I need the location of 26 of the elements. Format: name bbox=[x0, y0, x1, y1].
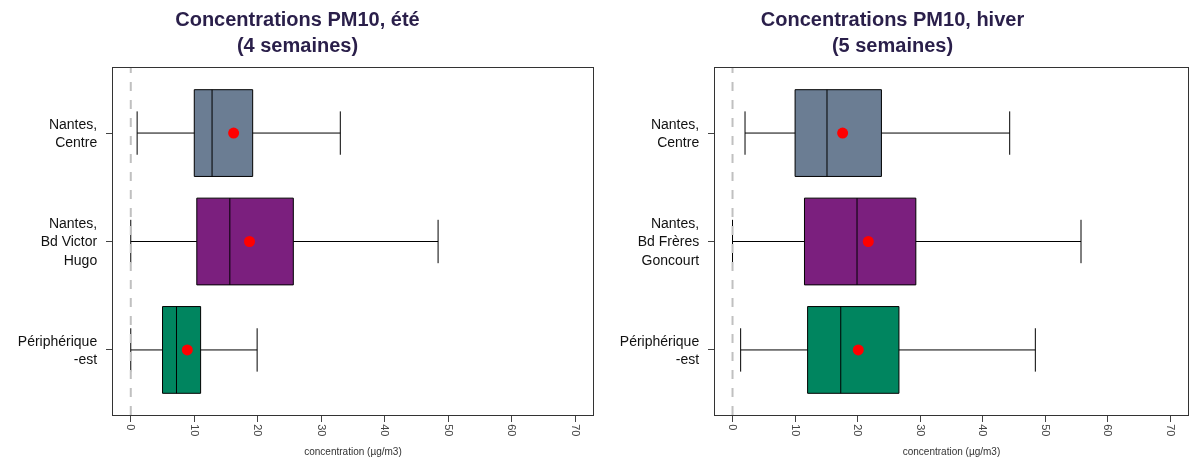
x-tick-label: 70 bbox=[1164, 424, 1177, 437]
x-tick-label: 40 bbox=[379, 424, 392, 437]
x-tick-label: 10 bbox=[789, 424, 802, 437]
y-tick-label: Nantes, Bd Frères Goncourt bbox=[637, 215, 700, 268]
x-tick-label: 10 bbox=[188, 424, 201, 437]
x-axis-title: concentration (µg/m3) bbox=[304, 445, 402, 457]
x-tick-label: 70 bbox=[569, 424, 582, 437]
x-tick-label: 50 bbox=[442, 424, 455, 437]
x-axis-title: concentration (µg/m3) bbox=[902, 445, 1001, 457]
y-tick-label: Nantes, Centre bbox=[650, 115, 700, 151]
x-tick-label: 40 bbox=[977, 424, 990, 437]
y-tick-label: Périphérique -est bbox=[619, 332, 700, 367]
chart-title: Concentrations PM10, été (4 semaines) bbox=[175, 7, 420, 56]
x-tick-label: 30 bbox=[914, 424, 927, 437]
x-tick-label: 30 bbox=[315, 424, 328, 437]
y-tick-label: Périphérique -est bbox=[17, 332, 98, 367]
y-tick-label: Nantes, Centre bbox=[48, 115, 98, 151]
x-tick-label: 0 bbox=[125, 424, 138, 431]
chart-title: Concentrations PM10, hiver (5 semaines) bbox=[760, 7, 1025, 56]
x-tick-label: 60 bbox=[1102, 424, 1115, 437]
x-tick-label: 0 bbox=[726, 424, 739, 431]
x-tick-label: 60 bbox=[506, 424, 519, 437]
x-tick-label: 20 bbox=[252, 424, 265, 437]
x-tick-label: 50 bbox=[1039, 424, 1052, 437]
x-tick-label: 20 bbox=[852, 424, 865, 437]
y-tick-label: Nantes, Bd Victor Hugo bbox=[40, 215, 98, 268]
